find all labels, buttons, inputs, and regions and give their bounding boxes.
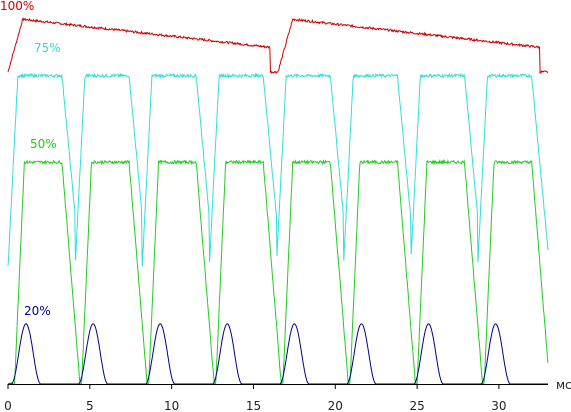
series-line-100pct: [7, 17, 549, 74]
x-tick-label: 30: [491, 399, 506, 412]
series-layer: [7, 17, 549, 386]
x-tick-label: 5: [86, 399, 94, 412]
x-tick-label: 20: [328, 399, 343, 412]
series-line-20pct: [8, 323, 548, 385]
x-tick-label: 10: [164, 399, 179, 412]
x-tick-label: 25: [409, 399, 424, 412]
x-tick-label: 0: [4, 399, 12, 412]
x-unit-label: мс: [556, 378, 571, 392]
series-labels: 100% 75% 50% 20%: [0, 0, 61, 318]
series-label-100pct: 100%: [0, 0, 34, 13]
series-label-75pct: 75%: [34, 41, 61, 55]
series-label-50pct: 50%: [30, 137, 57, 151]
series-label-20pct: 20%: [24, 304, 51, 318]
series-line-50pct: [8, 158, 549, 386]
x-tick-label: 15: [246, 399, 261, 412]
x-tick-labels: 0 5 10 15 20 25 30: [4, 384, 507, 412]
series-line-75pct: [7, 72, 549, 267]
